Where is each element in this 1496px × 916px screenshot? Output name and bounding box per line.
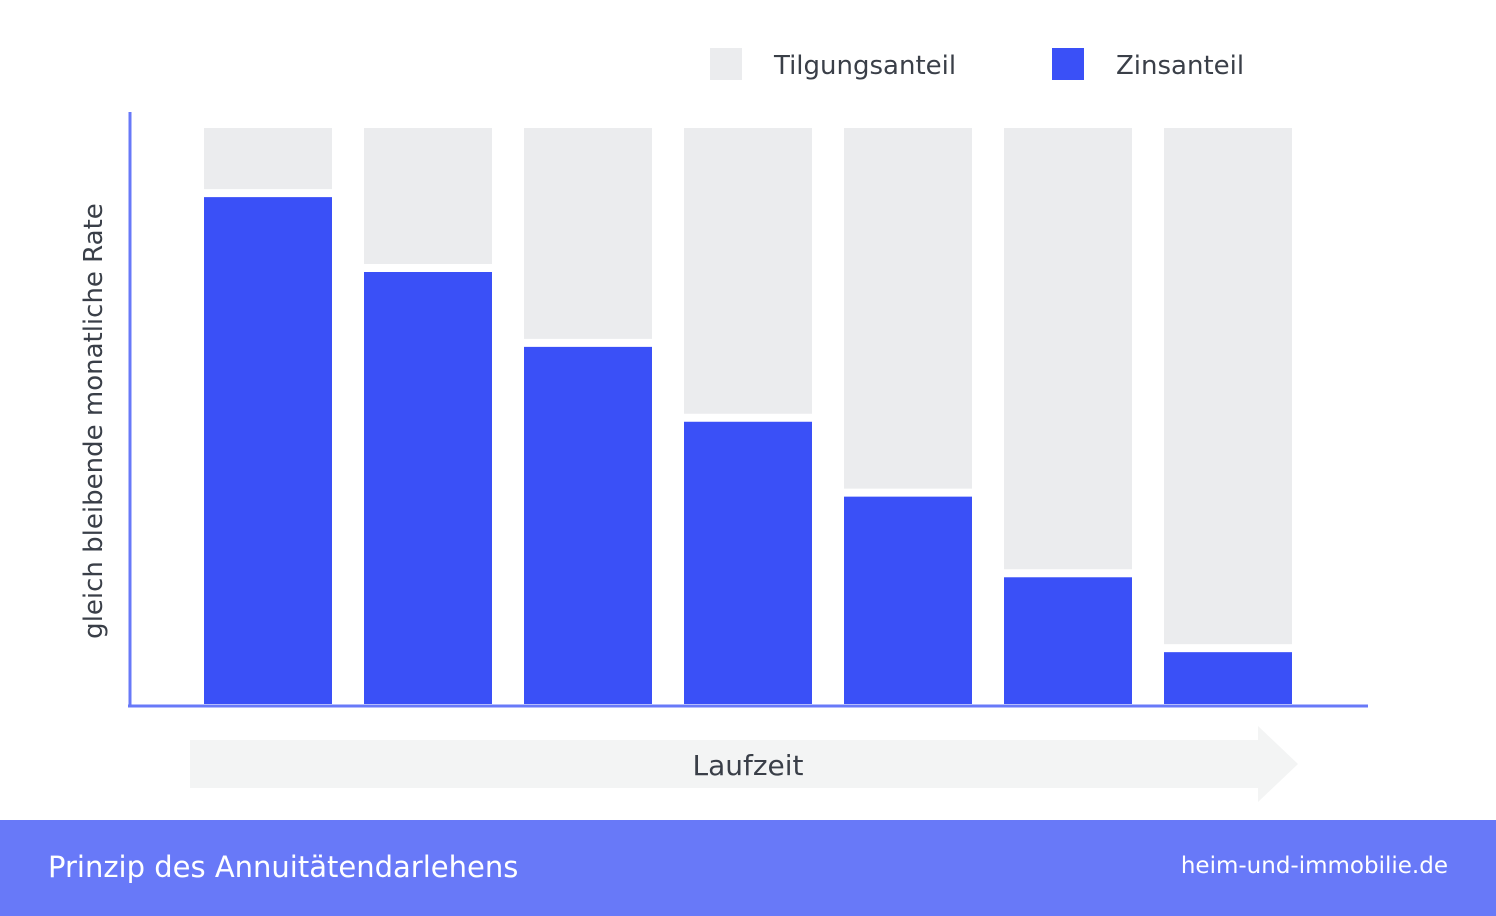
bar-zinsanteil-2: [364, 272, 492, 704]
bar-tilgungsanteil-3: [524, 128, 652, 339]
bars: [204, 128, 1292, 704]
legend-label-zins: Zinsanteil: [1116, 51, 1244, 81]
bar-tilgungsanteil-2: [364, 128, 492, 264]
laufzeit-arrow: Laufzeit: [190, 726, 1298, 802]
footer-banner: Prinzip des Annuitätendarlehens heim-und…: [0, 820, 1496, 916]
legend-swatch-zins: [1052, 48, 1084, 80]
arrow-shape: [190, 726, 1298, 802]
y-axis-label: gleich bleibende monatliche Rate: [79, 203, 109, 639]
legend-label-tilgung: Tilgungsanteil: [773, 51, 956, 81]
legend-swatch-tilgung: [710, 48, 742, 80]
bar-tilgungsanteil-7: [1164, 128, 1292, 645]
bar-tilgungsanteil-1: [204, 128, 332, 190]
legend: Tilgungsanteil Zinsanteil: [710, 48, 1244, 81]
bar-tilgungsanteil-6: [1004, 128, 1132, 570]
annuity-chart: Tilgungsanteil Zinsanteil gleich bleiben…: [79, 48, 1368, 802]
bar-zinsanteil-6: [1004, 577, 1132, 704]
bar-zinsanteil-3: [524, 346, 652, 704]
bar-zinsanteil-1: [204, 197, 332, 704]
footer-title: Prinzip des Annuitätendarlehens: [48, 850, 519, 884]
bar-tilgungsanteil-4: [684, 128, 812, 414]
x-axis-label: Laufzeit: [692, 749, 803, 782]
bar-zinsanteil-5: [844, 496, 972, 704]
bar-zinsanteil-4: [684, 421, 812, 704]
bar-zinsanteil-7: [1164, 652, 1292, 704]
bar-tilgungsanteil-5: [844, 128, 972, 489]
footer-site-link[interactable]: heim-und-immobilie.de: [1180, 853, 1448, 879]
